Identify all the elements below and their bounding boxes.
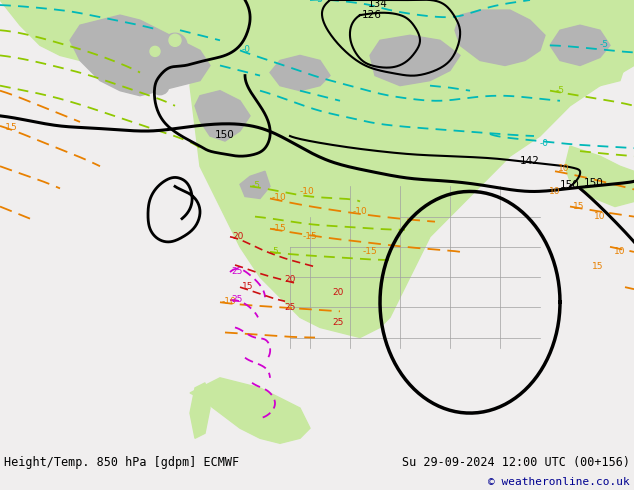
Text: -5: -5 (556, 86, 565, 95)
Text: 126: 126 (362, 10, 382, 20)
Polygon shape (190, 378, 310, 443)
Text: © weatheronline.co.uk: © weatheronline.co.uk (488, 477, 630, 487)
Circle shape (163, 33, 187, 57)
Text: -15: -15 (302, 232, 318, 241)
Text: -15: -15 (3, 123, 18, 132)
Text: 10: 10 (614, 247, 626, 256)
Text: 25: 25 (284, 303, 295, 312)
Text: Height/Temp. 850 hPa [gdpm] ECMWF: Height/Temp. 850 hPa [gdpm] ECMWF (4, 456, 239, 469)
Text: 10: 10 (594, 212, 605, 221)
Text: 25: 25 (231, 295, 242, 304)
Polygon shape (175, 0, 270, 80)
Text: -5: -5 (600, 40, 609, 49)
Polygon shape (190, 383, 210, 438)
Circle shape (132, 62, 148, 78)
Text: 142: 142 (520, 156, 540, 166)
Text: 5: 5 (272, 247, 278, 256)
Polygon shape (455, 10, 545, 66)
Text: 15: 15 (242, 282, 254, 291)
Text: 25: 25 (231, 267, 242, 276)
Polygon shape (270, 55, 330, 91)
Text: -15: -15 (363, 247, 377, 256)
Text: -0: -0 (540, 139, 549, 148)
Polygon shape (0, 0, 210, 60)
Text: 20: 20 (332, 288, 344, 296)
Text: 10: 10 (549, 187, 560, 196)
Text: 20: 20 (284, 274, 295, 284)
Text: -5: -5 (315, 0, 324, 4)
Polygon shape (70, 15, 210, 96)
Text: -10: -10 (353, 207, 367, 216)
Text: 150: 150 (215, 130, 235, 140)
Polygon shape (565, 146, 634, 207)
Text: 15: 15 (573, 201, 585, 211)
Polygon shape (240, 172, 270, 198)
Text: -0: -0 (242, 46, 251, 54)
Circle shape (150, 47, 160, 56)
Text: 150: 150 (560, 180, 580, 191)
Text: Su 29-09-2024 12:00 UTC (00+156): Su 29-09-2024 12:00 UTC (00+156) (402, 456, 630, 469)
Polygon shape (565, 46, 625, 86)
Text: 134: 134 (368, 0, 388, 9)
Text: -10: -10 (300, 187, 314, 196)
Text: 150: 150 (584, 178, 604, 188)
Circle shape (151, 76, 169, 95)
Text: -5: -5 (252, 181, 261, 191)
Circle shape (169, 34, 181, 47)
Text: 25: 25 (332, 318, 344, 327)
Text: 15: 15 (592, 263, 604, 271)
Text: 10: 10 (558, 164, 569, 173)
Text: -15: -15 (272, 224, 287, 233)
Polygon shape (370, 35, 460, 86)
Circle shape (145, 46, 165, 66)
Polygon shape (550, 25, 610, 66)
Text: -10: -10 (272, 194, 287, 202)
Text: -10: -10 (222, 297, 236, 306)
Polygon shape (190, 0, 634, 338)
Text: 20: 20 (232, 232, 243, 241)
Polygon shape (195, 91, 250, 141)
